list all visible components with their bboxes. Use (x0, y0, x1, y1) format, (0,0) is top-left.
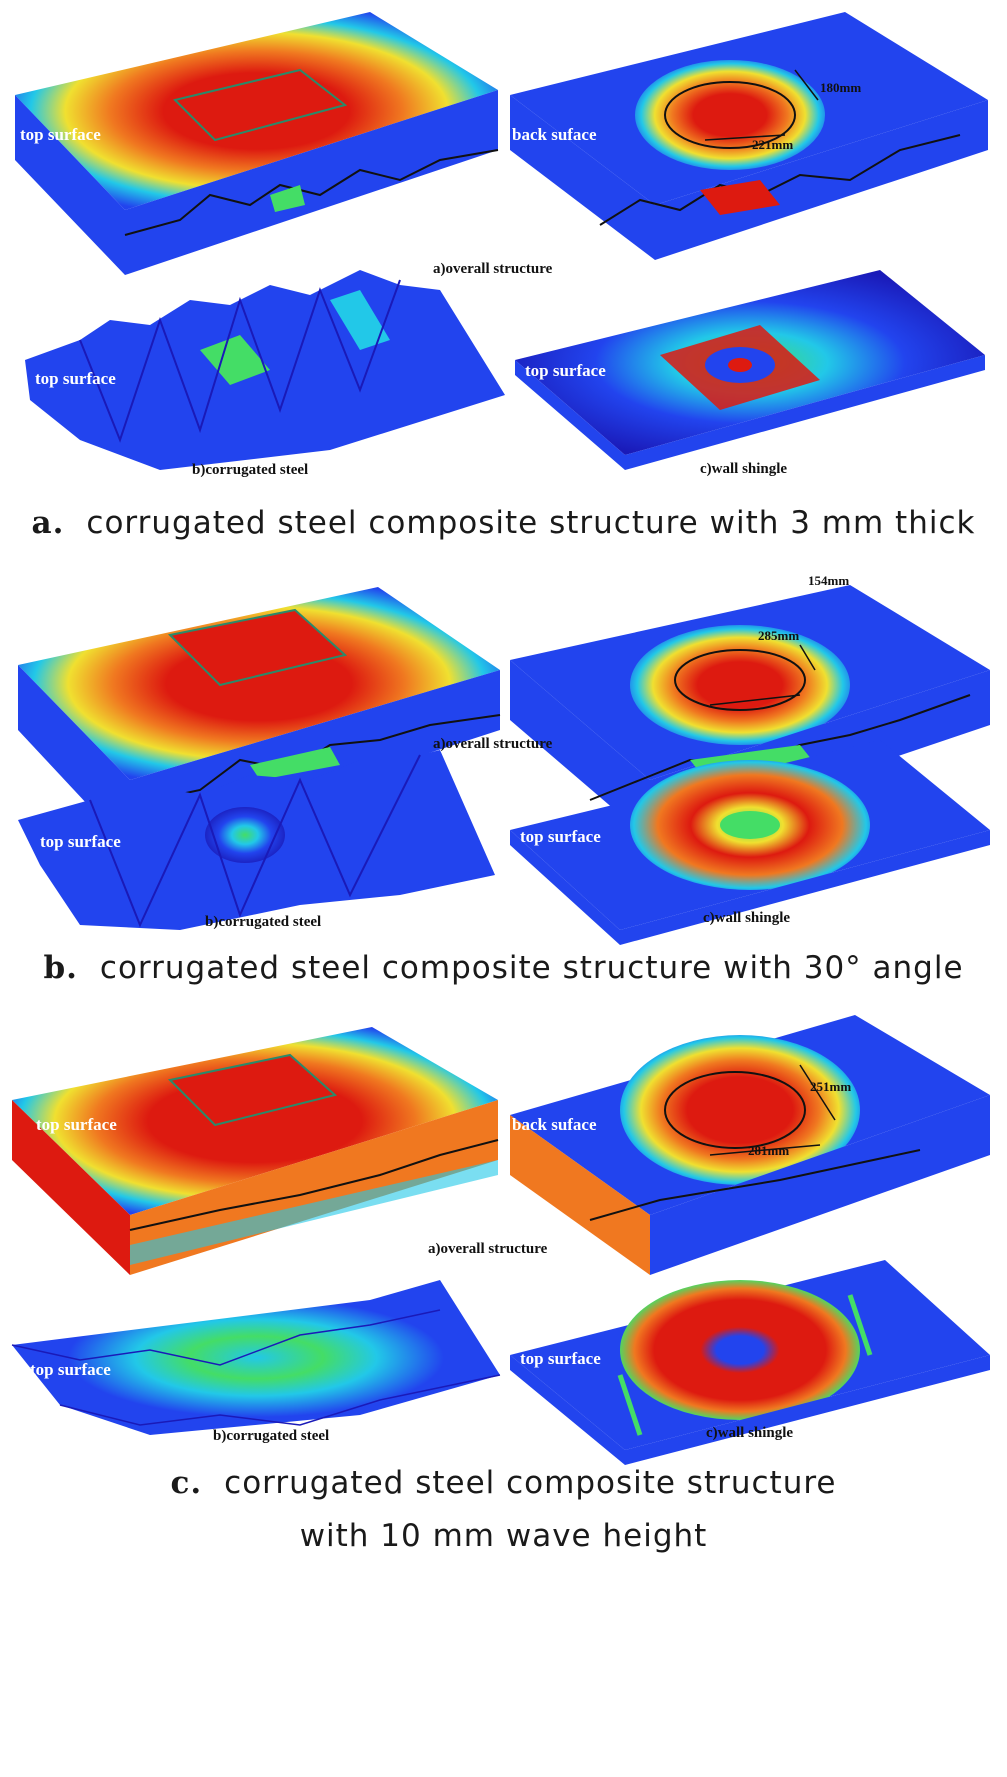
wall-shingle-label: c)wall shingle (700, 461, 787, 477)
wall-shingle-label: c)wall shingle (706, 1425, 793, 1441)
dimension-label-1: 180mm (820, 80, 861, 95)
steel-top-surface-label: top surface (40, 832, 121, 851)
steel-top-surface-label: top surface (35, 369, 116, 388)
corrugated-steel-label: b)corrugated steel (192, 462, 308, 478)
overall-structure-top-view (12, 1027, 499, 1275)
caption-letter: b. (43, 950, 78, 986)
caption-letter: c. (170, 1465, 203, 1501)
dimension-label-1: 251mm (810, 1079, 851, 1094)
caption-text-line2: with 10 mm wave height (299, 1518, 708, 1554)
caption-c-line1: c. corrugated steel composite structure (0, 1465, 1007, 1501)
wall-shingle-view (510, 740, 990, 945)
caption-letter: a. (31, 505, 65, 541)
top-surface-label: top surface (36, 1115, 117, 1134)
figure-b-graphics: top surface back suface 154mm 285mm a)ov… (18, 573, 990, 945)
caption-text: corrugated steel composite structure wit… (86, 505, 976, 541)
overall-structure-back-view (510, 1015, 990, 1275)
dimension-label-2: 285mm (758, 628, 799, 643)
corrugated-steel-view (18, 750, 495, 930)
caption-b: b. corrugated steel composite structure w… (0, 950, 1007, 986)
caption-c-line2: with 10 mm wave height (0, 1518, 1007, 1554)
figure-c: top surface back suface 251mm 281mm a)ov… (0, 1015, 1007, 1775)
figure-a: top surface back suface 180mm 221mm a)ov… (0, 0, 1007, 541)
top-surface-label: top surface (20, 125, 101, 144)
wall-top-surface-label: top surface (520, 827, 601, 846)
caption-text-line1: corrugated steel composite structure (224, 1465, 837, 1501)
figure-c-graphics: top surface back suface 251mm 281mm a)ov… (11, 1015, 990, 1465)
steel-top-surface-label: top surface (30, 1360, 111, 1379)
top-surface-label: top surface (40, 617, 121, 636)
wall-top-surface-label: top surface (520, 1349, 601, 1368)
dimension-label-1: 154mm (808, 573, 849, 588)
wall-shingle-view (510, 1260, 990, 1465)
overall-structure-label: a)overall structure (433, 736, 553, 752)
back-surface-label: back suface (512, 125, 597, 144)
corrugated-steel-label: b)corrugated steel (205, 914, 321, 930)
corrugated-steel-label: b)corrugated steel (213, 1428, 329, 1444)
figure-b: top surface back suface 154mm 285mm a)ov… (0, 573, 1007, 1095)
overall-structure-label: a)overall structure (433, 261, 553, 277)
overall-structure-back-view (510, 12, 988, 260)
wall-top-surface-label: top surface (525, 361, 606, 380)
dimension-label-2: 221mm (752, 137, 793, 152)
dimension-label-2: 281mm (748, 1143, 789, 1158)
wall-shingle-label: c)wall shingle (703, 910, 790, 926)
overall-structure-label: a)overall structure (428, 1241, 548, 1257)
wall-shingle-view (515, 270, 985, 470)
figure-a-graphics: top surface back suface 180mm 221mm a)ov… (15, 12, 988, 478)
back-surface-label: back suface (518, 617, 603, 636)
caption-a: a. corrugated steel composite structure w… (0, 505, 1007, 541)
caption-text: corrugated steel composite structure wit… (99, 950, 964, 986)
corrugated-steel-view (11, 1280, 501, 1435)
corrugated-steel-view (25, 270, 505, 470)
overall-structure-top-view (15, 12, 499, 275)
back-surface-label: back suface (512, 1115, 597, 1134)
